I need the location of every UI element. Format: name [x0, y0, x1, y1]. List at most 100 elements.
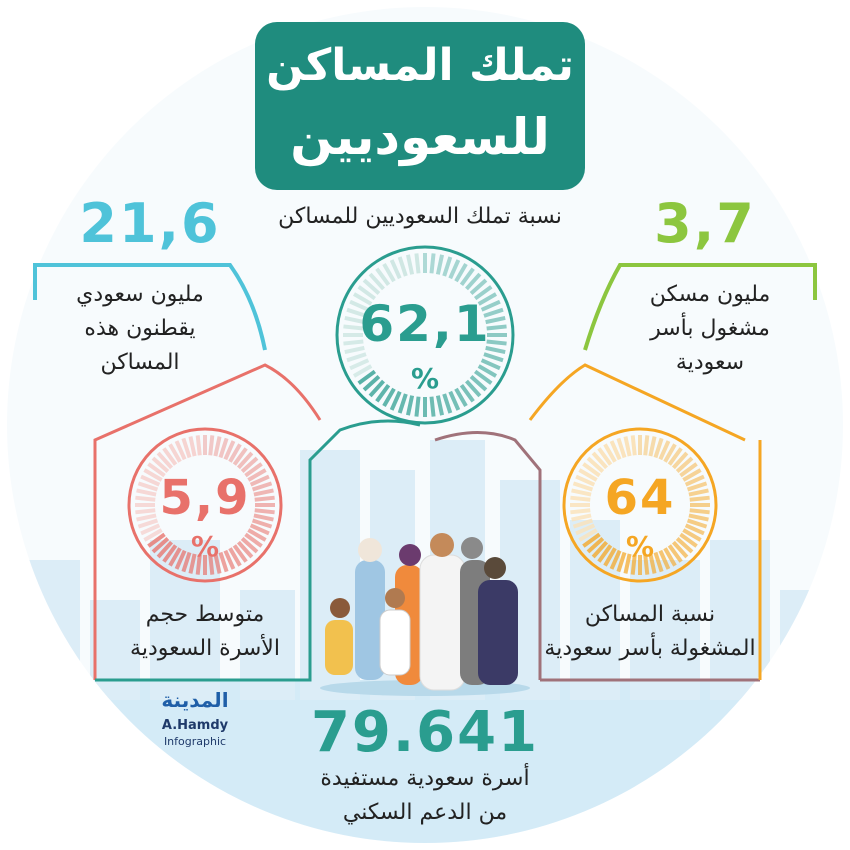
- building: [240, 590, 295, 700]
- dial-tick: [603, 547, 617, 567]
- dial-tick: [686, 481, 708, 492]
- dial-tick: [247, 468, 267, 482]
- title-line: تملك المساكن: [266, 40, 574, 91]
- dial-tick: [228, 443, 242, 463]
- dial-tick: [578, 468, 598, 482]
- top-right-value: 3,7: [654, 192, 756, 255]
- dial-tick: [208, 435, 215, 456]
- dial-tick: [181, 437, 192, 459]
- right-unit: %: [625, 530, 655, 563]
- dial-tick: [679, 532, 698, 548]
- dial-tick: [362, 278, 381, 296]
- dial-tick: [352, 292, 373, 306]
- dial-tick: [156, 540, 174, 559]
- dial-tick: [136, 513, 157, 522]
- dial-tick: [570, 495, 591, 502]
- text-line: المساكن: [100, 350, 180, 375]
- dial-tick: [582, 462, 601, 478]
- dial-tick: [213, 553, 222, 574]
- text-line: أسرة سعودية مستفيدة: [320, 766, 530, 791]
- dial-tick: [181, 551, 192, 573]
- dial-tick: [151, 456, 170, 474]
- dial-tick: [343, 339, 364, 346]
- dial-tick: [675, 456, 694, 474]
- dial-tick: [658, 440, 671, 461]
- dial-tick: [578, 528, 598, 542]
- dial-tick: [247, 528, 267, 542]
- dial-tick: [643, 435, 650, 456]
- dial-tick: [570, 508, 591, 515]
- bracket: [528, 363, 746, 442]
- bracket: [434, 431, 760, 682]
- dial-tick: [251, 481, 273, 492]
- dial-tick: [343, 324, 364, 331]
- dial-tick: [135, 508, 156, 515]
- dial-tick: [609, 440, 622, 461]
- text-line: نسبة المساكن: [584, 602, 716, 627]
- dial-tick: [671, 540, 689, 559]
- dial-tick: [675, 536, 694, 554]
- dial-tick: [240, 536, 259, 554]
- dial-tick: [414, 253, 421, 274]
- top-left-text: مليون سعودي يقطنون هذه المساكن: [40, 278, 240, 380]
- building: [90, 600, 140, 700]
- dial-tick: [682, 528, 702, 542]
- title-box: [255, 22, 585, 190]
- dial-tick: [168, 547, 182, 567]
- dial-tick: [143, 468, 163, 482]
- dial-tick: [571, 488, 592, 497]
- dial-tick: [485, 345, 506, 355]
- dial-tick: [671, 451, 689, 470]
- logo-kind: Infographic: [163, 735, 227, 748]
- dial-tick: [244, 462, 263, 478]
- dial-tick: [571, 513, 592, 522]
- dial-tick: [223, 549, 236, 570]
- dial-tick: [362, 374, 381, 392]
- dial-tick: [480, 358, 501, 371]
- dial-tick: [442, 393, 453, 414]
- text-line: الأسرة السعودية: [130, 636, 280, 661]
- dial-tick: [223, 440, 236, 461]
- dial-tick: [485, 315, 506, 325]
- dial-tick: [686, 518, 708, 529]
- dial-tick: [689, 508, 710, 515]
- dial-tick: [228, 547, 242, 567]
- dial-tick: [236, 451, 254, 470]
- dial-tick: [174, 440, 187, 461]
- dial-tick: [616, 437, 627, 459]
- dial-tick: [405, 395, 415, 416]
- bottom-text: أسرة سعودية مستفيدة من الدعم السكني: [290, 762, 560, 830]
- dial-tick: [344, 315, 365, 325]
- dial-tick: [232, 447, 248, 466]
- dial-tick: [575, 523, 596, 536]
- center-value: 62,1: [359, 295, 491, 353]
- dial-tick: [236, 540, 254, 559]
- dial-tick: [477, 364, 498, 378]
- dial-tick: [368, 379, 386, 398]
- dial-tick: [667, 447, 683, 466]
- dial-tick: [435, 395, 445, 416]
- dial-tick: [168, 443, 182, 463]
- left-text: متوسط حجم الأسرة السعودية: [100, 598, 310, 666]
- dial-tick: [151, 536, 170, 554]
- dial-tick: [249, 474, 270, 487]
- bracket: [583, 263, 817, 351]
- dial-tick: [188, 553, 197, 574]
- dial-tick: [648, 553, 657, 574]
- dial-tick: [140, 474, 161, 487]
- dial-tick: [663, 547, 677, 567]
- dial-tick: [486, 339, 507, 346]
- dial-tick: [254, 508, 275, 515]
- text-line: من الدعم السكني: [342, 800, 508, 825]
- dial-tick: [586, 536, 605, 554]
- dial-tick: [688, 513, 709, 522]
- dial-tick: [473, 369, 493, 385]
- logo-name: المدينة: [161, 688, 229, 712]
- dial-tick: [136, 488, 157, 497]
- dial-tick: [253, 488, 274, 497]
- dial-tick: [469, 374, 488, 392]
- dial: [335, 245, 515, 425]
- dial-tick: [616, 551, 627, 573]
- dial-tick: [663, 443, 677, 463]
